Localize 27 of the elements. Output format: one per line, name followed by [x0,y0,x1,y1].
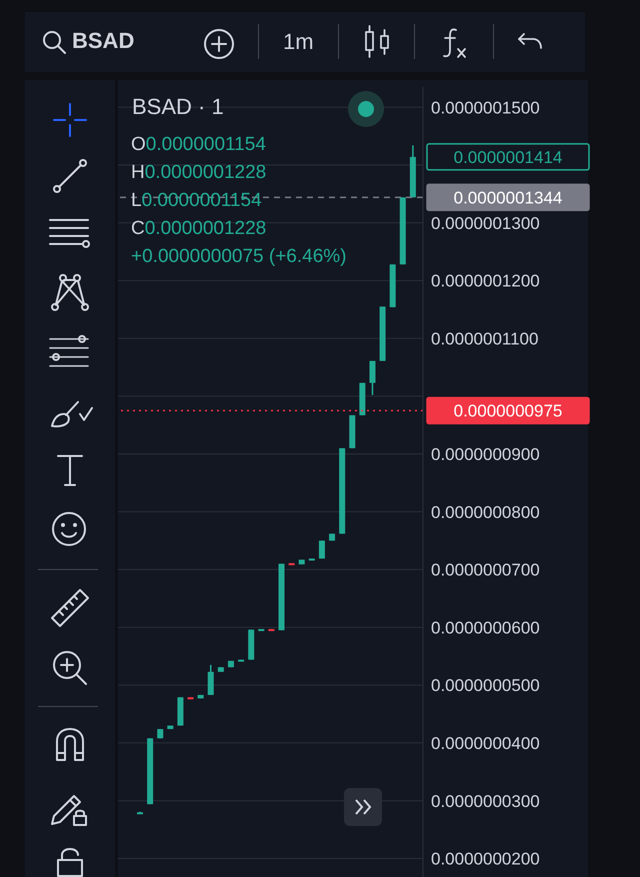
y-tick-label: 0.0000000500 [431,676,540,696]
annotation: O0.0000001154 [131,134,266,155]
y-tick-label: 0.0000000400 [431,734,540,753]
text: 1m [283,29,314,55]
y-tick-label: 0.0000000700 [431,560,540,580]
candlestick [369,360,376,396]
annotation: L0.0000001154 [131,190,262,211]
text: 0.0000001414 [454,148,562,167]
annotation: C0.0000001228 [131,218,266,239]
y-tick-label: 0.0000000300 [431,792,540,811]
y-tick-label: 0.0000001100 [431,329,538,348]
y-tick-label: 0.0000001200 [431,272,540,291]
ref-line-label: 0.0000000975 [454,402,562,421]
candlestick [157,728,164,740]
annotation: +0.0000000075 (+6.46%) [131,246,347,268]
text: BSAD [72,28,134,54]
y-tick-label: 0.0000001500 [431,98,540,118]
y-tick-label: 0.0000001300 [431,214,540,233]
annotation: H0.0000001228 [131,162,266,183]
y-tick-label: 0.0000000800 [431,502,540,522]
y-tick-label: 0.0000000900 [431,445,540,464]
y-tick-label: 0.0000000200 [431,850,540,869]
chart-title: BSAD · 1 [132,94,224,120]
ref-line-label: 0.0000001344 [454,188,562,208]
candlestick [318,540,325,560]
y-tick-label: 0.0000000600 [431,618,540,638]
candlestick [208,664,214,696]
